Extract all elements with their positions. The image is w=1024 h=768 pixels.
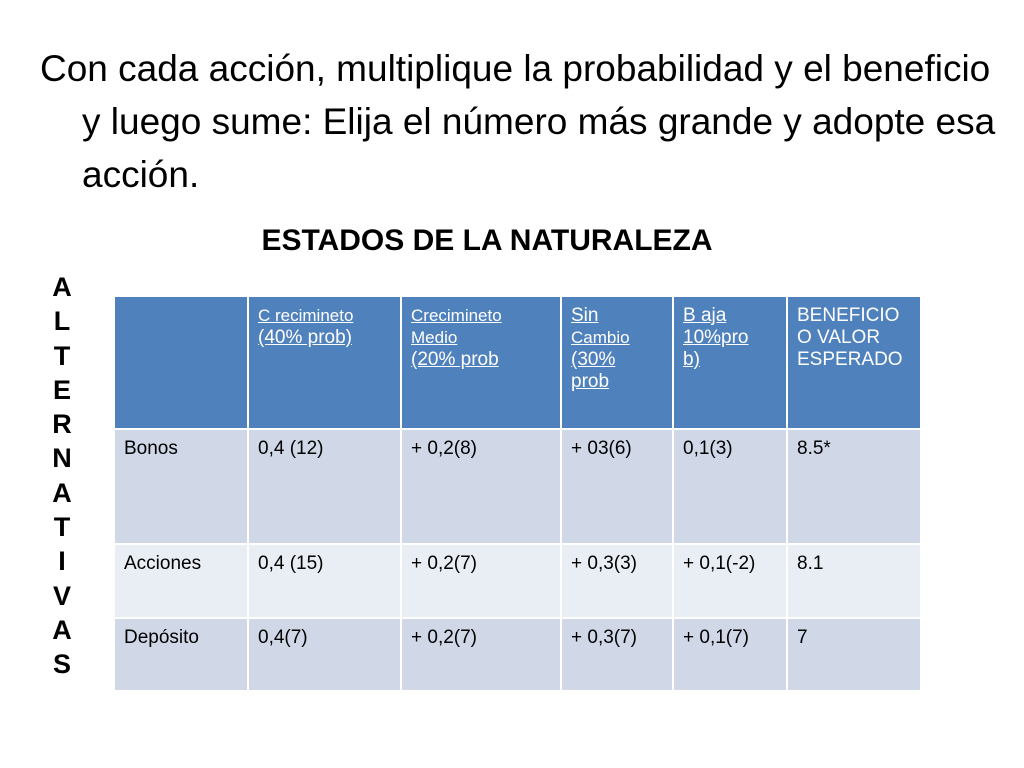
letter: T (53, 512, 71, 543)
table-cell: + 0,3(3) (560, 543, 674, 619)
row-label-bonos: Bonos (113, 428, 249, 545)
header-crecimiento-medio-link[interactable]: Crecimineto Medio (20% prob (411, 305, 502, 370)
states-of-nature-title: ESTADOS DE LA NATURALEZA (261, 224, 713, 257)
letter: S (52, 649, 71, 680)
header-baja-link[interactable]: B aja 10%pro b) (683, 305, 749, 370)
table-cell: + 0,3(7) (560, 617, 674, 692)
header-crecimiento-medio-line3: (20% prob (411, 349, 499, 370)
header-crecimiento-line1: C recimineto (258, 306, 354, 325)
header-sin-cambio-link[interactable]: Sin Cambio (30% prob (571, 305, 630, 392)
header-sin-cambio-line3: (30% (571, 349, 616, 370)
letter: T (53, 340, 71, 371)
header-crecimiento-link[interactable]: C recimineto (40% prob) (258, 305, 353, 348)
letter: V (52, 580, 71, 611)
instruction-text: Con cada acción, multiplique la probabil… (40, 48, 996, 195)
header-baja-line2: 10%pro (683, 327, 749, 348)
table-cell: 0,4(7) (247, 617, 402, 692)
table-cell: + 0,2(7) (400, 543, 562, 619)
table-cell: + 0,2(7) (400, 617, 562, 692)
table-cell: 0,1(3) (672, 428, 788, 545)
table-cell: + 03(6) (560, 428, 674, 545)
header-crecimiento-medio-line2: Medio (411, 328, 458, 347)
expected-value-cell: 8.5* (786, 428, 922, 545)
alternatives-vertical-label: A L T E R N A T I V A S (44, 270, 80, 682)
header-crecimiento-medio-line1: Crecimineto (411, 306, 502, 325)
table-cell: 0,4 (12) (247, 428, 402, 545)
header-beneficio-line2: O VALOR (797, 327, 881, 348)
header-beneficio-line1: BENEFICIO (797, 305, 900, 326)
row-label-acciones: Acciones (113, 543, 249, 619)
header-crecimiento-line2: (40% prob) (258, 327, 352, 348)
table-cell: + 0,1(7) (672, 617, 788, 692)
header-baja: B aja 10%pro b) (672, 295, 788, 430)
letter: R (52, 409, 72, 440)
letter: I (58, 546, 66, 577)
header-beneficio-line3: ESPERADO (797, 349, 903, 370)
letter: A (52, 477, 72, 508)
letter: A (52, 272, 72, 302)
letter: A (52, 614, 72, 645)
table-cell: + 0,2(8) (400, 428, 562, 545)
row-label-deposito: Depósito (113, 617, 249, 692)
header-empty-cell (113, 295, 249, 430)
table-cell: + 0,1(-2) (672, 543, 788, 619)
letter: E (52, 374, 71, 405)
table-header-row: C recimineto (40% prob) Crecimineto Medi… (113, 295, 922, 430)
header-sin-cambio-line1: Sin (571, 305, 599, 326)
table-row: Bonos 0,4 (12) + 0,2(8) + 03(6) 0,1(3) 8… (113, 428, 922, 545)
header-sin-cambio-line4: prob (571, 371, 610, 392)
header-baja-line3: b) (683, 349, 700, 370)
table-row: Depósito 0,4(7) + 0,2(7) + 0,3(7) + 0,1(… (113, 617, 922, 692)
table-cell: 0,4 (15) (247, 543, 402, 619)
expected-value-cell: 8.1 (786, 543, 922, 619)
payoff-table: C recimineto (40% prob) Crecimineto Medi… (113, 295, 922, 692)
expected-value-cell: 7 (786, 617, 922, 692)
letter: N (52, 443, 72, 474)
table-row: Acciones 0,4 (15) + 0,2(7) + 0,3(3) + 0,… (113, 543, 922, 619)
header-crecimiento-medio: Crecimineto Medio (20% prob (400, 295, 562, 430)
header-beneficio-esperado: BENEFICIO O VALOR ESPERADO (786, 295, 922, 430)
header-baja-line1: B aja (683, 305, 727, 326)
header-sin-cambio: Sin Cambio (30% prob (560, 295, 674, 430)
header-sin-cambio-line2: Cambio (571, 328, 630, 347)
letter: L (53, 306, 71, 337)
header-crecimiento: C recimineto (40% prob) (247, 295, 402, 430)
